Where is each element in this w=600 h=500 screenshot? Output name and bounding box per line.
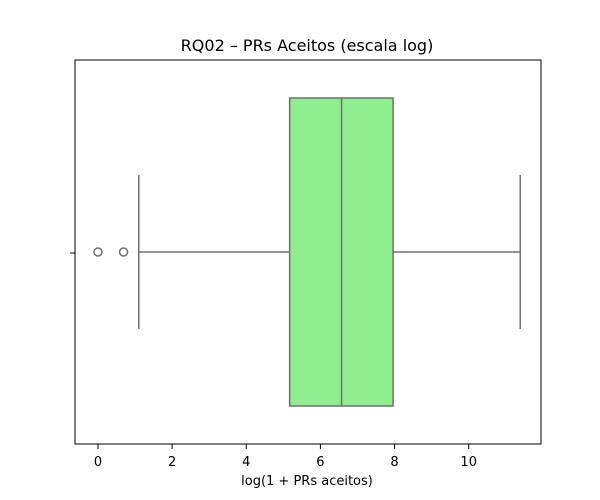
outlier-point (118, 247, 129, 257)
outlier-point (93, 247, 103, 257)
x-tick-label: 6 (316, 455, 324, 470)
x-axis-label: log(1 + PRs aceitos) (241, 474, 373, 489)
chart-title: RQ02 – PRs Aceitos (escala log) (181, 36, 434, 55)
x-tick-label: 10 (460, 455, 477, 470)
x-tick-label: 2 (168, 455, 176, 470)
x-tick-label: 8 (390, 455, 398, 470)
plot-content (93, 97, 521, 407)
plot-frame (74, 59, 542, 445)
x-tick-label: 0 (94, 455, 102, 470)
x-axis-ticks: 0 2 4 6 8 10 (94, 444, 477, 470)
x-tick-label: 4 (242, 455, 250, 470)
